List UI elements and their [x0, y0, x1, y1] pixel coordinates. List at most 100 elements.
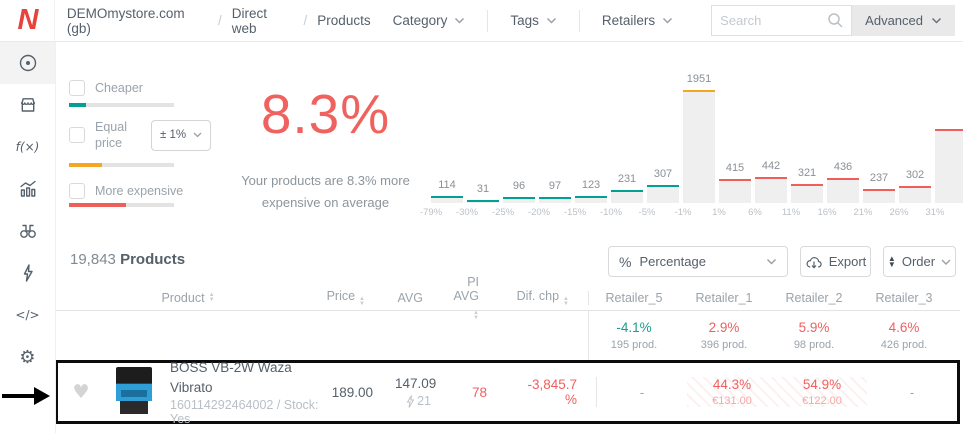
chart-axis-label: -79% — [419, 207, 443, 218]
equal-share-bar — [69, 163, 174, 167]
highlighted-row-frame: ♥ BOSS VB-2W Waza Vibrato 16011429246400… — [55, 360, 960, 427]
avg-cell: 147.09 21 — [395, 376, 459, 408]
column-header-pi-avg[interactable]: PI AVG ▲ ▼ — [453, 275, 479, 321]
percent-icon: % — [619, 253, 632, 270]
column-header-retailer-2[interactable]: Retailer_2 — [785, 290, 843, 305]
heart-icon[interactable]: ♥ — [72, 381, 90, 403]
avg-value: 147.09 — [395, 376, 437, 391]
export-button[interactable]: Export — [800, 246, 871, 277]
dif-chp-cell: -3,845.7 % — [527, 377, 577, 407]
sidebar: f(×) </> ⚙ — [0, 42, 56, 433]
retailer-1-summary: 2.9% 396 prod. — [700, 320, 748, 351]
more-expensive-share-fill — [69, 203, 126, 207]
chart-bar-value: 114 — [438, 179, 456, 191]
filter-equal-price[interactable]: Equal price ± 1% — [69, 119, 212, 152]
chart-bar: 321 — [791, 167, 827, 203]
chart-bar-value: 1951 — [686, 73, 712, 85]
cheaper-label: Cheaper — [95, 81, 143, 95]
retailer-2-cell: 54.9% €122.00 — [777, 377, 867, 407]
divider — [487, 9, 489, 32]
column-header-retailer-3[interactable]: Retailer_3 — [875, 290, 933, 305]
price-index-summary: 8.3% Your products are 8.3% more expensi… — [228, 82, 423, 214]
chart-axis-label: 16% — [817, 207, 837, 218]
tags-menu[interactable]: Tags — [488, 13, 579, 28]
sidebar-item-analytics[interactable] — [0, 168, 55, 210]
products-table: Product ▲ ▼ Price ▲ ▼ AVG PI AVG ▲ ▼ Dif. chp… — [55, 275, 960, 427]
chart-bar-value: 97 — [548, 180, 562, 192]
sidebar-item-monitoring[interactable] — [0, 42, 55, 84]
chart-bar-value: 31 — [476, 183, 490, 195]
column-header-retailer-5[interactable]: Retailer_5 — [605, 290, 663, 305]
cheaper-share-bar — [69, 103, 174, 107]
column-header-avg[interactable]: AVG — [397, 290, 423, 305]
chevron-down-icon — [766, 258, 777, 265]
filter-cheaper[interactable]: Cheaper — [69, 80, 143, 97]
chart-bar: 442 — [755, 160, 791, 203]
retailer-2-summary: 5.9% 98 prod. — [793, 320, 835, 351]
equal-threshold-select[interactable]: ± 1% — [151, 119, 212, 151]
price-index-value: 8.3% — [260, 83, 391, 145]
chart-axis-label: 1% — [712, 207, 726, 218]
cheaper-checkbox[interactable] — [69, 80, 85, 97]
chart-bar-value: 436 — [833, 161, 853, 173]
chart-bar: 97 — [539, 180, 575, 203]
sidebar-item-settings[interactable]: ⚙ — [0, 336, 55, 378]
search-input[interactable] — [712, 13, 828, 28]
chart-axis-label: 6% — [748, 207, 762, 218]
retailers-menu[interactable]: Retailers — [580, 13, 695, 28]
product-name: BOSS VB-2W Waza Vibrato — [170, 359, 292, 395]
more-expensive-label: More expensive — [95, 184, 184, 198]
product-name-cell[interactable]: BOSS VB-2W Waza Vibrato 160114292464002 … — [164, 358, 329, 427]
breadcrumb-separator: / — [217, 13, 222, 28]
column-header-retailer-1[interactable]: Retailer_1 — [695, 290, 753, 305]
breadcrumb-page[interactable]: Products — [317, 13, 371, 28]
advanced-button[interactable]: Advanced — [852, 5, 955, 36]
column-header-price[interactable]: Price ▲ ▼ — [326, 289, 365, 307]
equal-price-checkbox[interactable] — [69, 127, 85, 144]
sidebar-item-store[interactable] — [0, 84, 55, 126]
code-icon: </> — [15, 308, 40, 322]
chart-bar: 307 — [647, 168, 683, 203]
unit-select[interactable]: % Percentage — [608, 246, 788, 277]
annotation-arrow — [2, 387, 52, 405]
filter-more-expensive[interactable]: More expensive — [69, 183, 184, 200]
app-logo[interactable]: N — [0, 0, 55, 42]
retailer-5-cell: - — [639, 384, 645, 400]
chart-bar-value: 415 — [725, 162, 745, 174]
chart-bar: 96 — [503, 180, 539, 203]
chart-axis-label: -30% — [455, 207, 479, 218]
product-row[interactable]: ♥ BOSS VB-2W Waza Vibrato 16011429246400… — [58, 360, 957, 427]
category-menu[interactable]: Category — [371, 13, 488, 28]
sidebar-item-actions[interactable] — [0, 252, 55, 294]
chart-bar-value: 302 — [905, 169, 925, 181]
price-cell: 189.00 — [331, 384, 373, 400]
order-button[interactable]: ▲ ▼ Order — [883, 246, 956, 277]
chart-bar: 31 — [467, 183, 503, 203]
chevron-down-icon — [546, 17, 556, 24]
store-icon — [20, 98, 35, 112]
breadcrumb-separator: / — [303, 13, 308, 28]
search-area: Advanced — [711, 5, 955, 36]
sort-icon: ▲ ▼ — [359, 296, 365, 307]
breadcrumb-store[interactable]: DEMOmystore.com (gb) — [66, 5, 185, 36]
chart-axis-label: -15% — [563, 207, 587, 218]
chart-bar: 415 — [719, 162, 755, 203]
breadcrumb-channel[interactable]: Direct web — [231, 5, 267, 36]
column-header-product[interactable]: Product ▲ ▼ — [161, 290, 215, 305]
chart-bar-value: 442 — [761, 160, 781, 172]
equal-price-label: Equal price — [95, 120, 127, 151]
favorite-cell[interactable]: ♥ — [58, 381, 104, 403]
equal-share-fill — [69, 163, 102, 167]
search-icon[interactable] — [827, 12, 844, 29]
column-header-dif-chp[interactable]: Dif. chp ▲ ▼ — [516, 289, 569, 307]
breadcrumb: DEMOmystore.com (gb) / Direct web / Prod… — [67, 6, 371, 36]
chart-bar: 237 — [863, 172, 899, 203]
table-header: Product ▲ ▼ Price ▲ ▼ AVG PI AVG ▲ ▼ Dif. chp… — [55, 275, 960, 320]
sort-icon: ▲ ▼ — [563, 296, 569, 307]
product-thumbnail[interactable] — [116, 367, 152, 417]
sidebar-item-integrations[interactable]: </> — [0, 294, 55, 336]
sidebar-item-explore[interactable] — [0, 210, 55, 252]
more-expensive-checkbox[interactable] — [69, 183, 85, 200]
chevron-down-icon — [931, 17, 942, 24]
sidebar-item-functions[interactable]: f(×) — [0, 126, 55, 168]
